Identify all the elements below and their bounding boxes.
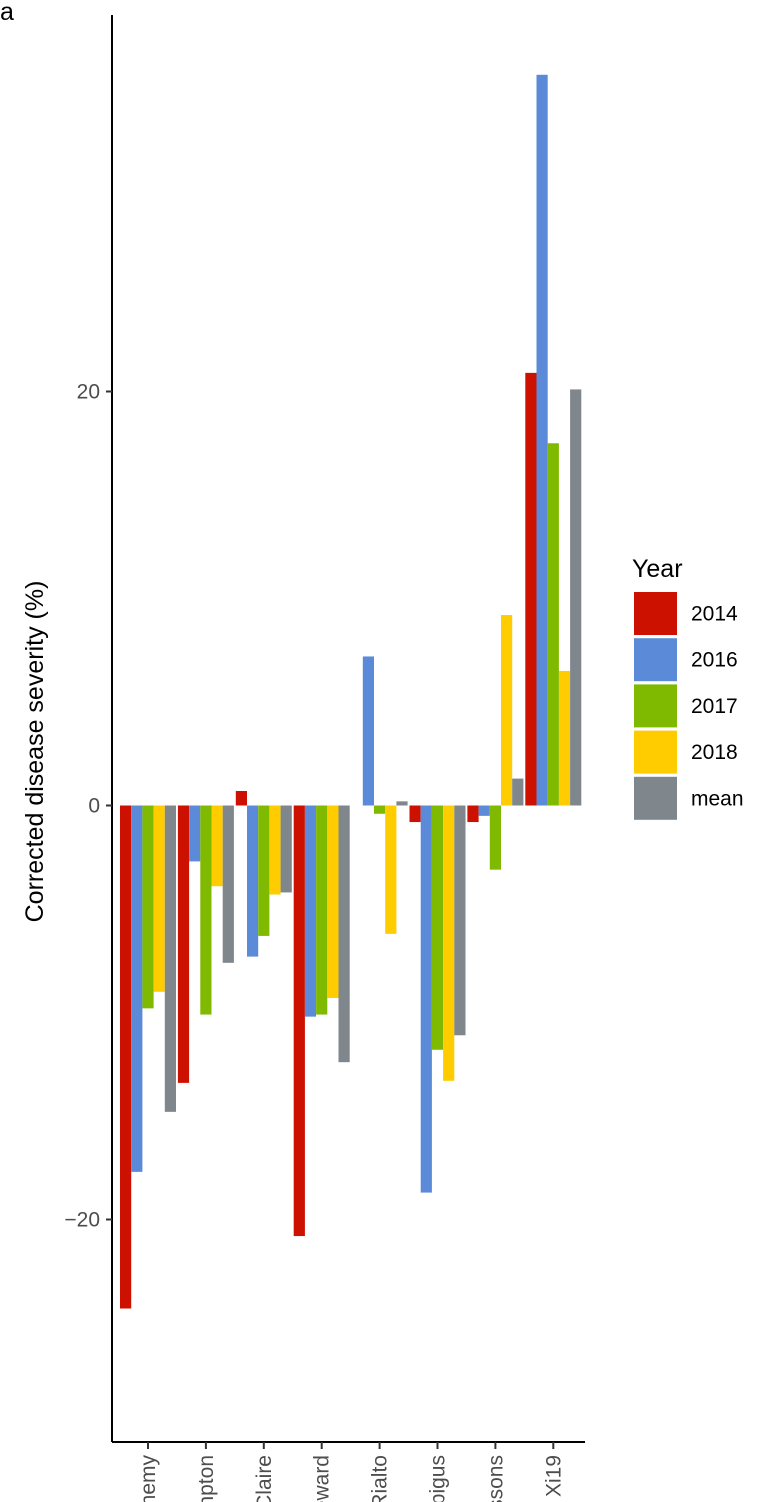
bar-robigus-2017: [431, 805, 444, 1050]
bar-hereward-2016: [304, 805, 317, 1017]
bar-claire-2014: [235, 791, 247, 806]
bar-soissons-2014: [467, 805, 479, 823]
bar-soissons-2017: [489, 805, 501, 870]
bar-rialto-2018: [385, 805, 397, 934]
bar-rialto-2016: [362, 656, 374, 806]
bar-rialto-mean: [396, 801, 408, 806]
bar-xi19-mean: [570, 389, 582, 806]
legend-key-2014: [634, 592, 677, 635]
y-tick-label: 0: [88, 795, 100, 818]
bar-robigus-2018: [443, 805, 455, 1081]
bar-xi19-2014: [525, 372, 537, 806]
bar-brompton-2016: [189, 805, 201, 862]
legend: Year 2014 2016 2017 2018 mean: [632, 555, 744, 820]
bar-robigus-2016: [420, 805, 432, 1193]
y-tick-label: −20: [64, 1209, 100, 1232]
bar-xi19-2016: [536, 74, 548, 806]
x-tick-label-alchemy: Alchemy: [137, 1455, 160, 1502]
bar-brompton-2014: [177, 805, 190, 1083]
bar-soissons-2016: [478, 805, 490, 816]
legend-key-2018: [634, 730, 677, 774]
bar-claire-2018: [269, 805, 281, 895]
bar-rialto-2017: [374, 805, 386, 814]
bar-brompton-2017: [200, 805, 212, 1015]
bar-robigus-mean: [454, 805, 466, 1036]
x-tick-label-xi19: Xi19: [542, 1455, 565, 1497]
x-tick-label-soissons: Soissons: [484, 1455, 507, 1502]
legend-key-2017: [634, 684, 677, 728]
bar-hereward-2014: [293, 805, 305, 1237]
x-tick-label-rialto: Rialto: [369, 1455, 392, 1502]
bar-claire-2016: [247, 805, 259, 957]
legend-label-2018: 2018: [691, 741, 738, 764]
legend-label-2017: 2017: [691, 695, 738, 718]
bar-brompton-2018: [211, 805, 223, 887]
bar-hereward-2018: [327, 805, 339, 999]
bar-alchemy-mean: [164, 805, 176, 1112]
panel-tag: a: [0, 0, 14, 26]
bar-claire-mean: [280, 805, 292, 893]
legend-key-mean: [634, 776, 677, 820]
bar-brompton-mean: [222, 805, 234, 963]
bar-hereward-mean: [338, 805, 350, 1063]
bar-soissons-2018: [501, 615, 513, 806]
legend-title: Year: [632, 555, 683, 583]
bar-hereward-2017: [316, 805, 328, 1015]
legend-key-2016: [634, 638, 677, 682]
x-tick-label-hereward: Hereward: [311, 1455, 334, 1502]
x-tick-label-claire: Claire: [253, 1455, 276, 1502]
y-axis-title: Corrected disease severity (%): [21, 581, 49, 923]
bars-group: [120, 74, 582, 1309]
bar-xi19-2017: [547, 443, 559, 806]
legend-label-mean: mean: [691, 787, 744, 810]
x-tick-label-brompton: Brompton: [195, 1455, 218, 1502]
bar-soissons-mean: [512, 778, 524, 806]
bar-alchemy-2016: [131, 805, 143, 1172]
legend-label-2014: 2014: [691, 603, 738, 626]
x-tick-label-robigus: Robigus: [427, 1455, 450, 1502]
bar-alchemy-2018: [153, 805, 165, 992]
bar-xi19-2018: [558, 670, 571, 806]
legend-label-2016: 2016: [691, 649, 738, 672]
bar-claire-2017: [258, 805, 270, 936]
bar-robigus-2014: [409, 805, 421, 823]
bar-alchemy-2017: [142, 805, 154, 1009]
bar-alchemy-2014: [120, 805, 132, 1309]
y-tick-label: 20: [77, 381, 100, 404]
axes-group: −20 0 20 Alchemy Brompton Claire Hereward Rialt…: [64, 15, 585, 1502]
